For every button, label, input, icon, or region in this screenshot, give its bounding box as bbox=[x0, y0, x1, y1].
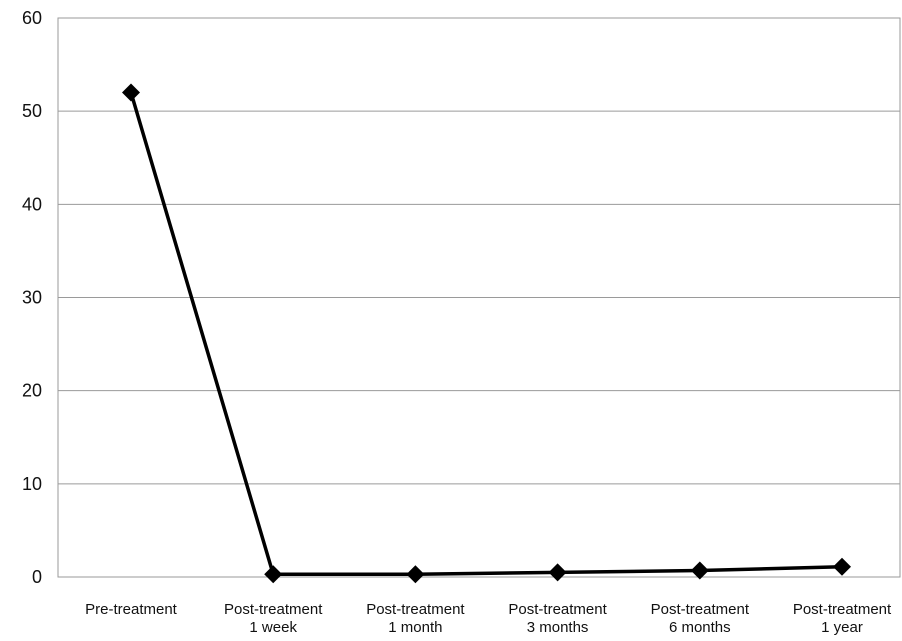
data-point-marker bbox=[548, 563, 567, 582]
series-line bbox=[129, 92, 843, 576]
x-tick-label: Post-treatment 1 month bbox=[366, 601, 465, 636]
data-point-marker bbox=[833, 557, 851, 576]
x-tick-label-line: 1 month bbox=[388, 619, 442, 636]
x-tick-label-line: 6 months bbox=[669, 619, 731, 636]
y-tick-label: 60 bbox=[22, 8, 42, 28]
y-tick-label: 0 bbox=[32, 567, 42, 587]
data-point-marker bbox=[690, 561, 709, 580]
data-point-marker bbox=[406, 565, 425, 584]
x-tick-label-line: 1 year bbox=[821, 619, 863, 636]
x-tick-label: Pre-treatment bbox=[85, 601, 178, 618]
x-tick-label: Post-treatment 3 months bbox=[508, 601, 607, 636]
x-tick-label: Post-treatment 6 months bbox=[651, 601, 750, 636]
x-tick-label-line: Pre-treatment bbox=[85, 601, 178, 618]
x-axis-tick-labels: Pre-treatment Post-treatment 1 weekPost-tr… bbox=[85, 601, 892, 636]
data-point-marker bbox=[122, 83, 140, 102]
plot-area-frame bbox=[57, 17, 901, 578]
y-axis-tick-labels: 0 10 20 30 40 50 60 bbox=[22, 8, 42, 587]
data-point-marker bbox=[264, 565, 283, 584]
x-tick-label: Post-treatment 1 week bbox=[224, 601, 323, 636]
x-tick-label-line: Post-treatment bbox=[651, 601, 750, 618]
x-tick-label-line: Post-treatment bbox=[224, 601, 323, 618]
x-tick-label-line: Post-treatment bbox=[793, 601, 892, 618]
x-tick-label-line: Post-treatment bbox=[508, 601, 607, 618]
y-tick-label: 50 bbox=[22, 101, 42, 121]
series-layer bbox=[122, 83, 851, 584]
x-tick-label: Post-treatment 1 year bbox=[793, 601, 892, 636]
y-tick-label: 20 bbox=[22, 381, 42, 401]
x-tick-label-line: Post-treatment bbox=[366, 601, 465, 618]
x-tick-label-line: 1 week bbox=[249, 619, 297, 636]
y-tick-label: 10 bbox=[22, 474, 42, 494]
gridlines bbox=[58, 17, 900, 578]
y-tick-label: 30 bbox=[22, 288, 42, 308]
x-tick-label-line: 3 months bbox=[527, 619, 589, 636]
y-tick-label: 40 bbox=[22, 194, 42, 214]
